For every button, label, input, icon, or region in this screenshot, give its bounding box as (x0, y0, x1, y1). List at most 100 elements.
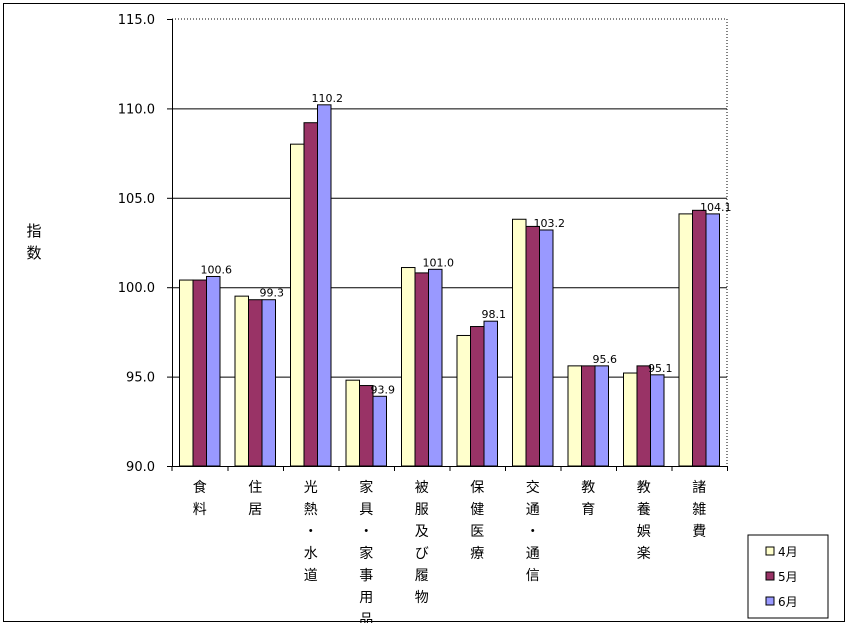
category-char: 居 (248, 502, 262, 518)
data-label: 95.1 (648, 362, 673, 375)
bar-3-5 (428, 268, 443, 467)
bar-2-4 (359, 385, 374, 467)
data-label: 93.9 (371, 383, 396, 396)
y-tick-label: 115.0 (118, 13, 155, 28)
y-tick-label: 110.0 (118, 102, 155, 117)
bar-3-7 (539, 229, 554, 467)
category-label: 諸雑費 (692, 480, 706, 540)
category-char: ・ (526, 524, 540, 540)
data-label: 95.6 (593, 353, 618, 366)
category-char: 楽 (637, 546, 651, 562)
bar-1-10 (678, 213, 693, 467)
bar-3-8 (594, 365, 609, 467)
category-char: 光 (304, 480, 318, 496)
category-char: ・ (304, 524, 318, 540)
legend-label: 5月 (778, 570, 798, 584)
bar-2-1 (192, 279, 207, 467)
category-char: 雑 (692, 502, 706, 518)
data-label: 110.2 (312, 92, 344, 105)
category-char: 保 (470, 480, 484, 496)
bar-1-5 (401, 267, 416, 467)
category-char: 養 (637, 501, 651, 518)
data-label: 101.0 (423, 256, 455, 269)
data-label: 100.6 (201, 263, 233, 276)
legend-label: 6月 (778, 595, 798, 609)
bar-3-10 (705, 213, 720, 467)
bar-3-3 (317, 104, 332, 467)
category-char: 服 (415, 502, 429, 518)
category-char: 健 (470, 502, 484, 518)
data-label: 104.1 (700, 201, 732, 214)
bar-chart: 100.6 99.3 110.2 93.9 101.0 98.1 103.2 95.6 95.1… (26, 13, 829, 623)
y-tick-label: 90.0 (126, 460, 155, 475)
category-char: 食 (193, 479, 207, 496)
legend-swatch (765, 596, 775, 606)
bar-1-2 (234, 295, 249, 467)
category-char: 通 (526, 546, 540, 562)
chart-frame: 100.6 99.3 110.2 93.9 101.0 98.1 103.2 95.6 95.1… (3, 3, 845, 623)
category-char: 水 (304, 546, 318, 562)
bar-2-3 (303, 122, 318, 467)
category-char: 育 (581, 502, 595, 518)
legend-box (747, 534, 829, 619)
data-label: 103.2 (534, 217, 566, 230)
bar-1-8 (567, 365, 582, 467)
bar-2-10 (692, 209, 707, 467)
category-char: 費 (692, 524, 706, 540)
bar-3-9 (650, 374, 665, 467)
category-char: 具 (359, 502, 373, 518)
data-label: 99.3 (260, 287, 285, 300)
legend-label: 4月 (778, 545, 798, 559)
category-char: 履 (415, 568, 429, 584)
category-char: 教 (637, 480, 651, 496)
category-label: 食料 (193, 479, 207, 518)
category-label: 交通・通信 (526, 479, 540, 584)
category-char: 被 (415, 480, 429, 496)
category-char: 家 (359, 479, 373, 496)
bar-1-1 (179, 279, 194, 467)
category-char: 娯 (637, 524, 651, 540)
bar-1-4 (345, 379, 360, 467)
category-char: 教 (581, 480, 595, 496)
category-char: 及 (415, 524, 429, 540)
y-tick-label: 105.0 (118, 192, 155, 207)
y-tick-label: 95.0 (126, 371, 155, 386)
category-char: 品 (359, 612, 373, 623)
category-label: 住居 (248, 480, 262, 518)
bar-2-6 (470, 326, 485, 467)
bar-3-2 (261, 299, 276, 467)
category-label: 光熱・水道 (304, 480, 318, 584)
category-char: 交 (526, 479, 540, 496)
legend-swatch (765, 546, 775, 556)
category-char: 通 (526, 502, 540, 518)
bar-2-8 (581, 365, 596, 467)
category-char: 熱 (304, 502, 318, 518)
category-char: 家 (359, 545, 373, 562)
bar-2-5 (414, 272, 429, 467)
bar-1-9 (623, 372, 638, 467)
y-axis-label: 指数 (26, 222, 41, 262)
category-char: 用 (359, 590, 373, 606)
bar-2-2 (248, 299, 263, 467)
category-char: 物 (415, 590, 429, 606)
legend-swatch (765, 571, 775, 581)
category-char: 道 (304, 568, 318, 584)
category-char: 療 (470, 545, 484, 562)
category-char: 料 (193, 502, 207, 518)
category-char: 諸 (692, 480, 706, 496)
bar-3-6 (483, 320, 498, 467)
bar-1-3 (290, 143, 305, 467)
category-label: 教育 (581, 480, 595, 518)
y-tick-label: 100.0 (118, 281, 155, 296)
bar-1-6 (456, 334, 471, 467)
category-char: 事 (359, 568, 373, 584)
bar-2-9 (636, 365, 651, 467)
category-char: 信 (526, 568, 540, 584)
category-char: び (415, 546, 429, 562)
data-label: 98.1 (482, 308, 507, 321)
bar-1-7 (512, 218, 527, 467)
